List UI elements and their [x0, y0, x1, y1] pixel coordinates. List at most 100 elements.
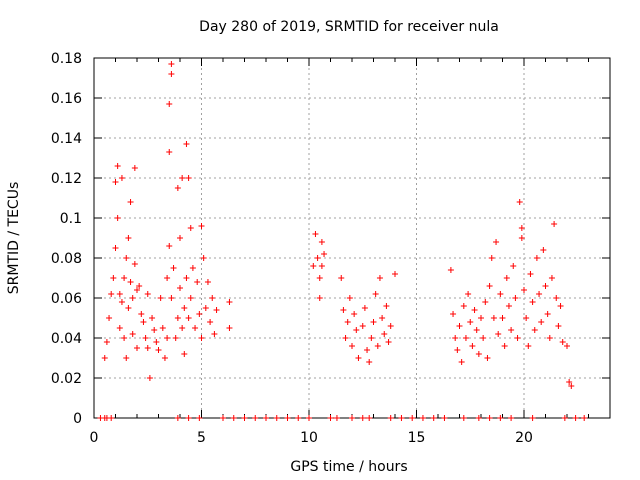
data-point — [159, 325, 166, 331]
data-point — [383, 303, 390, 309]
data-point — [112, 245, 119, 251]
data-point — [381, 331, 388, 337]
data-point — [368, 335, 375, 341]
data-point — [342, 335, 349, 341]
data-point — [572, 415, 579, 421]
data-point — [364, 347, 371, 353]
data-point — [146, 375, 153, 381]
data-point — [110, 275, 117, 281]
data-point — [198, 223, 205, 229]
data-point — [174, 415, 181, 421]
data-point — [409, 415, 416, 421]
data-point — [149, 315, 156, 321]
data-point — [174, 315, 181, 321]
data-point — [475, 415, 482, 421]
data-point — [200, 255, 207, 261]
data-point — [136, 283, 143, 289]
data-point — [512, 295, 519, 301]
data-point — [478, 315, 484, 321]
data-point — [310, 263, 317, 269]
data-point — [202, 305, 209, 311]
data-point — [192, 325, 199, 331]
data-point — [213, 307, 220, 313]
data-point — [359, 323, 366, 329]
data-point — [183, 141, 190, 147]
data-point — [241, 415, 248, 421]
y-tick-label: 0.06 — [51, 291, 82, 307]
data-point — [540, 247, 547, 253]
data-point — [194, 279, 201, 285]
data-point — [460, 415, 467, 421]
data-point — [525, 343, 532, 349]
data-point — [142, 335, 149, 341]
data-point — [230, 415, 237, 421]
data-point — [106, 315, 113, 321]
data-point — [533, 255, 540, 261]
data-point — [398, 415, 405, 421]
data-point — [196, 311, 203, 317]
data-point — [174, 185, 181, 191]
data-point — [514, 335, 521, 341]
data-point — [108, 291, 115, 297]
data-point — [581, 415, 588, 421]
data-point — [125, 235, 132, 241]
data-point — [125, 305, 132, 311]
data-point — [196, 415, 203, 421]
data-point — [460, 303, 467, 309]
y-tick-label: 0.18 — [51, 51, 82, 67]
data-point — [295, 415, 302, 421]
data-point — [318, 239, 325, 245]
data-point — [561, 415, 568, 421]
data-point — [327, 415, 334, 421]
data-point — [189, 265, 196, 271]
data-point — [129, 331, 136, 337]
data-point — [497, 291, 504, 297]
y-tick-label: 0.02 — [51, 371, 82, 387]
data-point — [209, 295, 216, 301]
data-point — [198, 335, 205, 341]
x-tick-label: 10 — [300, 430, 318, 446]
data-point — [116, 325, 123, 331]
y-tick-label: 0.16 — [51, 91, 82, 107]
data-point — [355, 355, 362, 361]
data-point — [177, 235, 183, 241]
data-point — [131, 165, 138, 171]
data-point — [544, 311, 551, 317]
data-point — [179, 325, 186, 331]
data-point — [312, 231, 319, 237]
x-tick-label: 0 — [90, 430, 99, 446]
data-point — [480, 335, 487, 341]
data-point — [164, 275, 171, 281]
data-point — [454, 347, 461, 353]
y-ticks: 0 0.02 0.04 0.06 0.08 0.1 0.12 0.14 0.16 0.18 — [51, 51, 610, 427]
data-point — [529, 299, 536, 305]
data-point — [374, 343, 381, 349]
data-point — [116, 291, 123, 297]
data-point — [183, 275, 190, 281]
data-point — [510, 263, 517, 269]
y-tick-label: 0.1 — [60, 211, 82, 227]
data-point — [493, 239, 500, 245]
data-point — [557, 303, 564, 309]
data-point — [108, 415, 115, 421]
data-point — [566, 379, 573, 385]
data-point — [370, 319, 377, 325]
data-point — [516, 199, 523, 205]
data-point — [153, 339, 160, 345]
data-point — [127, 199, 134, 205]
data-point — [361, 305, 368, 311]
data-point — [392, 271, 398, 277]
data-point — [144, 345, 151, 351]
data-point — [521, 287, 527, 293]
data-point — [465, 291, 472, 297]
data-point — [185, 175, 192, 181]
data-point — [486, 283, 493, 289]
data-point — [538, 319, 545, 325]
data-point — [568, 383, 575, 389]
data-point — [168, 61, 175, 67]
data-point — [134, 287, 140, 293]
data-point — [204, 279, 211, 285]
data-point — [505, 303, 512, 309]
data-point — [314, 255, 321, 261]
